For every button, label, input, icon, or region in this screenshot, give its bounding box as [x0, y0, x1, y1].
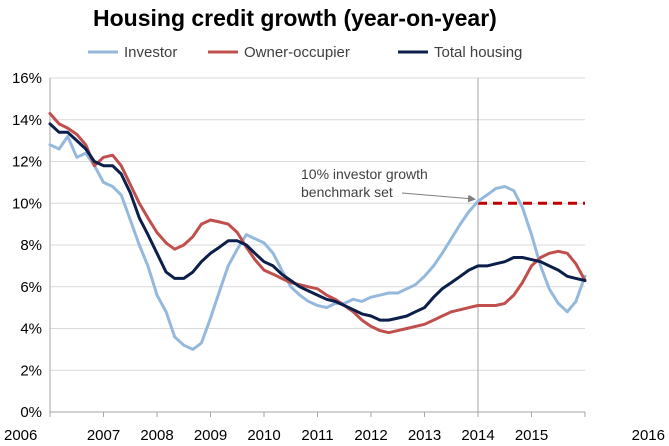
x-tick-label: 2008 — [140, 427, 173, 444]
x-tick-label: 2014 — [461, 427, 494, 444]
y-tick-label: 6% — [20, 279, 42, 296]
x-axis-tick-labels: 2006 2007 2008 2009 2010 2011 2012 2013 2014 2015… — [4, 427, 665, 444]
y-tick-label: 2% — [20, 362, 42, 379]
legend-item-investor: Investor — [88, 44, 177, 61]
x-tick-label: 2011 — [301, 427, 333, 444]
annotation-line-2: benchmark set — [301, 184, 393, 200]
benchmark-annotation: 10% investor growth benchmark set — [301, 166, 476, 203]
x-tick-label: 2016 — [632, 427, 665, 444]
legend: Investor Owner-occupier Total housing — [88, 44, 522, 61]
y-tick-label: 8% — [20, 237, 42, 254]
legend-item-owner-occupier: Owner-occupier — [208, 44, 350, 61]
y-tick-label: 16% — [12, 70, 42, 87]
y-axis-tick-labels: 0% 2% 4% 6% 8% 10% 12% 14% 16% — [12, 70, 42, 421]
annotation-arrow — [401, 192, 476, 203]
x-tick-label: 2012 — [354, 427, 387, 444]
legend-label: Investor — [124, 44, 177, 61]
annotation-line-1: 10% investor growth — [301, 166, 428, 182]
axes — [49, 78, 586, 417]
series-line-owner-occupier — [48, 112, 587, 335]
legend-label: Owner-occupier — [244, 44, 350, 61]
series-line-investor — [48, 134, 587, 351]
legend-item-total-housing: Total housing — [398, 44, 522, 61]
x-tick-label: 2007 — [87, 427, 120, 444]
y-tick-label: 14% — [12, 112, 42, 129]
x-tick-label: 2013 — [408, 427, 441, 444]
chart-title: Housing credit growth (year-on-year) — [93, 5, 497, 31]
legend-label: Total housing — [434, 44, 522, 61]
y-tick-label: 12% — [12, 154, 42, 171]
x-tick-label: 2010 — [247, 427, 280, 444]
series-line-total-housing — [48, 122, 587, 322]
x-tick-label: 2015 — [515, 427, 548, 444]
x-tick-label: 2006 — [4, 427, 37, 444]
y-tick-label: 10% — [12, 195, 42, 212]
y-tick-label: 4% — [20, 321, 42, 338]
y-tick-label: 0% — [20, 404, 42, 421]
series-lines — [48, 112, 587, 351]
reference-lines — [477, 78, 585, 412]
x-tick-label: 2009 — [194, 427, 227, 444]
